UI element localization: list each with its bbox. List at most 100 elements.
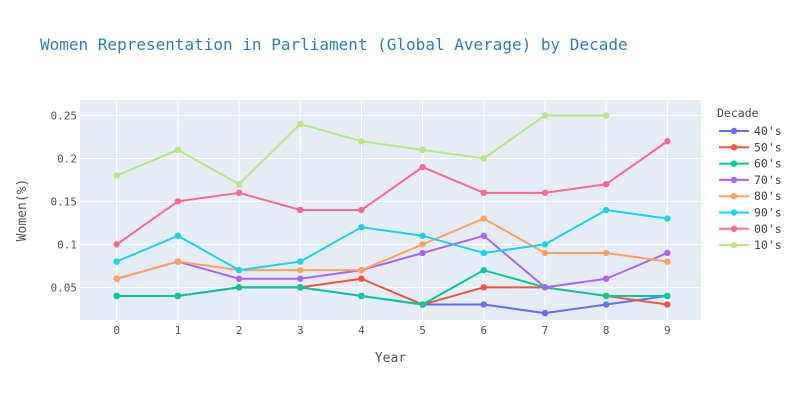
x-axis-title: Year xyxy=(375,351,406,366)
legend-item[interactable]: 40's xyxy=(719,124,782,138)
legend-marker-swatch xyxy=(730,127,738,135)
x-tick-label: 2 xyxy=(236,324,243,337)
data-point xyxy=(297,206,304,214)
legend-item[interactable]: 50's xyxy=(719,140,782,154)
data-point xyxy=(358,206,365,214)
legend-marker-swatch xyxy=(730,193,738,200)
data-point xyxy=(358,292,365,300)
data-point xyxy=(174,232,182,239)
data-point xyxy=(174,146,182,154)
legend-label: 70's xyxy=(754,173,782,187)
y-tick-label: 0.05 xyxy=(51,281,78,294)
legend-item[interactable]: 10's xyxy=(719,238,782,252)
legend-label: 00's xyxy=(754,222,782,236)
legend-label: 60's xyxy=(754,157,782,171)
data-point xyxy=(174,198,182,205)
legend: Decade 40's 50's 60's 70's 80's 90's 00's 10's xyxy=(717,106,782,252)
data-point xyxy=(602,181,610,188)
data-point xyxy=(480,284,488,291)
legend-label: 80's xyxy=(754,189,782,203)
x-tick-label: 5 xyxy=(419,324,426,337)
series-line xyxy=(116,209,668,272)
y-tick-label: 0.2 xyxy=(57,152,77,165)
x-tick-label: 4 xyxy=(358,324,365,337)
data-point xyxy=(541,309,549,317)
data-point xyxy=(602,249,610,257)
data-point xyxy=(174,258,182,265)
data-point xyxy=(113,292,120,300)
x-tick-label: 9 xyxy=(664,324,671,337)
y-tick-label: 0.15 xyxy=(51,195,78,208)
data-point xyxy=(235,189,243,197)
data-point xyxy=(541,249,549,257)
data-point xyxy=(113,258,120,265)
data-point xyxy=(480,215,488,222)
data-point xyxy=(297,120,304,128)
data-point xyxy=(541,241,549,248)
data-point xyxy=(602,112,610,119)
data-point xyxy=(541,112,549,119)
data-point xyxy=(664,301,671,308)
data-point xyxy=(419,249,426,257)
data-point xyxy=(602,275,610,282)
x-tick-label: 0 xyxy=(113,324,120,337)
data-point xyxy=(541,284,549,291)
data-point xyxy=(235,275,243,282)
data-point xyxy=(297,275,304,282)
data-point xyxy=(358,266,365,274)
x-tick-label: 7 xyxy=(542,324,549,337)
legend-item[interactable]: 60's xyxy=(719,157,782,171)
legend-marker-swatch xyxy=(730,209,738,216)
y-axis-ticks: 0.05 0.1 0.15 0.2 0.25 xyxy=(51,109,78,294)
x-tick-label: 3 xyxy=(297,324,304,337)
data-point xyxy=(664,215,671,222)
y-tick-label: 0.1 xyxy=(57,238,77,251)
legend-item[interactable]: 90's xyxy=(719,206,782,220)
legend-marker-swatch xyxy=(730,241,738,249)
data-point xyxy=(297,284,304,291)
legend-item[interactable]: 70's xyxy=(719,173,782,187)
legend-label: 50's xyxy=(754,140,782,154)
legend-item[interactable]: 00's xyxy=(719,222,782,236)
series-6 xyxy=(113,138,671,248)
series-line xyxy=(116,217,668,280)
x-axis-ticks: 0 1 2 3 4 5 6 7 8 9 xyxy=(113,324,670,337)
legend-marker-swatch xyxy=(730,160,738,167)
data-point xyxy=(664,138,671,145)
gridlines xyxy=(80,100,701,320)
data-point xyxy=(235,284,243,291)
data-point xyxy=(419,232,426,239)
data-point xyxy=(358,275,365,282)
data-point xyxy=(541,189,549,197)
legend-label: 10's xyxy=(754,238,782,252)
data-point xyxy=(113,241,120,248)
series-layer xyxy=(113,112,671,317)
data-point xyxy=(664,258,671,265)
x-tick-label: 1 xyxy=(175,324,182,337)
data-point xyxy=(480,189,488,197)
series-line xyxy=(116,269,668,306)
data-point xyxy=(113,275,120,282)
data-point xyxy=(419,301,426,308)
data-point xyxy=(174,292,182,300)
legend-label: 90's xyxy=(754,206,782,220)
data-point xyxy=(419,241,426,248)
data-point xyxy=(419,163,426,171)
y-tick-label: 0.25 xyxy=(51,109,78,122)
data-point xyxy=(235,266,243,274)
data-point xyxy=(113,172,120,179)
data-point xyxy=(297,258,304,265)
series-7 xyxy=(113,112,610,188)
data-point xyxy=(480,249,488,257)
data-point xyxy=(480,155,488,162)
data-point xyxy=(602,292,610,300)
series-line xyxy=(116,140,668,246)
data-point xyxy=(480,232,488,239)
legend-item[interactable]: 80's xyxy=(719,189,782,203)
data-point xyxy=(664,292,671,300)
data-point xyxy=(480,301,488,308)
x-tick-label: 8 xyxy=(603,324,610,337)
data-point xyxy=(664,249,671,257)
legend-marker-swatch xyxy=(730,176,738,184)
